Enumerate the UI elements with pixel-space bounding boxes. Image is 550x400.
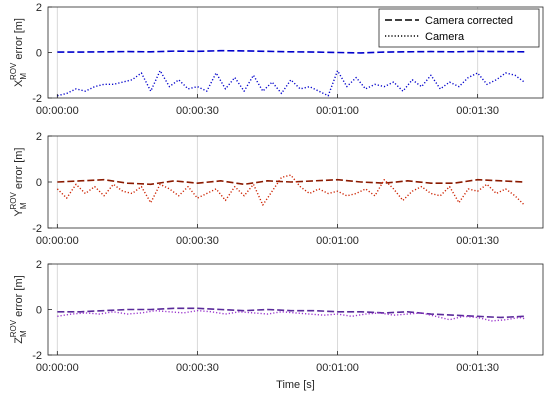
y-tick-label: 2 xyxy=(36,2,42,14)
x-axis-label: Time [s] xyxy=(276,379,315,391)
y-axis-label: YMROV error [m] xyxy=(9,148,28,217)
legend: Camera corrected Camera xyxy=(378,8,540,48)
y-tick-label: 2 xyxy=(36,259,42,271)
x-tick-label: 00:01:00 xyxy=(316,235,359,247)
y-axis-label: XMROV error [m] xyxy=(9,18,28,87)
y-axis-label: ZMROV error [m] xyxy=(9,275,28,343)
x-tick-label: 00:00:30 xyxy=(176,362,219,374)
legend-label: Camera xyxy=(425,31,465,43)
x-tick-label: 00:00:30 xyxy=(176,235,219,247)
y-tick-label: 0 xyxy=(36,177,42,189)
y-tick-label: -2 xyxy=(32,350,42,362)
legend-box xyxy=(378,8,540,48)
series-line-camera-corrected xyxy=(57,307,525,319)
y-tick-label: 0 xyxy=(36,305,42,317)
series-line-camera-corrected xyxy=(57,178,525,186)
x-tick-label: 00:01:30 xyxy=(456,105,499,117)
x-tick-label: 00:01:00 xyxy=(316,105,359,117)
legend-label: Camera corrected xyxy=(425,15,513,27)
x-tick-label: 00:00:30 xyxy=(176,105,219,117)
x-tick-label: 00:00:00 xyxy=(36,362,79,374)
x-tick-label: 00:01:30 xyxy=(456,362,499,374)
y-tick-label: 2 xyxy=(36,131,42,143)
y-tick-label: -2 xyxy=(32,93,42,105)
series-line-camera-corrected xyxy=(57,49,525,54)
x-tick-label: 00:00:00 xyxy=(36,235,79,247)
subplot-3: -2 0 2 00:00:00 00:00:30 00:01:00 00:01:30 ZMRO… xyxy=(9,259,544,391)
y-tick-label: -2 xyxy=(32,223,42,235)
series-line-camera xyxy=(57,309,525,322)
x-tick-label: 00:01:00 xyxy=(316,362,359,374)
subplot-2: -2 0 2 00:00:00 00:00:30 00:01:00 00:01:30 YMRO… xyxy=(9,131,544,247)
x-tick-label: 00:01:30 xyxy=(456,235,499,247)
y-tick-label: 0 xyxy=(36,48,42,60)
x-tick-label: 00:00:00 xyxy=(36,105,79,117)
subplot-1: -2 0 2 00:00:00 00:00:30 00:01:00 00:01:30 XMRO… xyxy=(9,2,544,117)
